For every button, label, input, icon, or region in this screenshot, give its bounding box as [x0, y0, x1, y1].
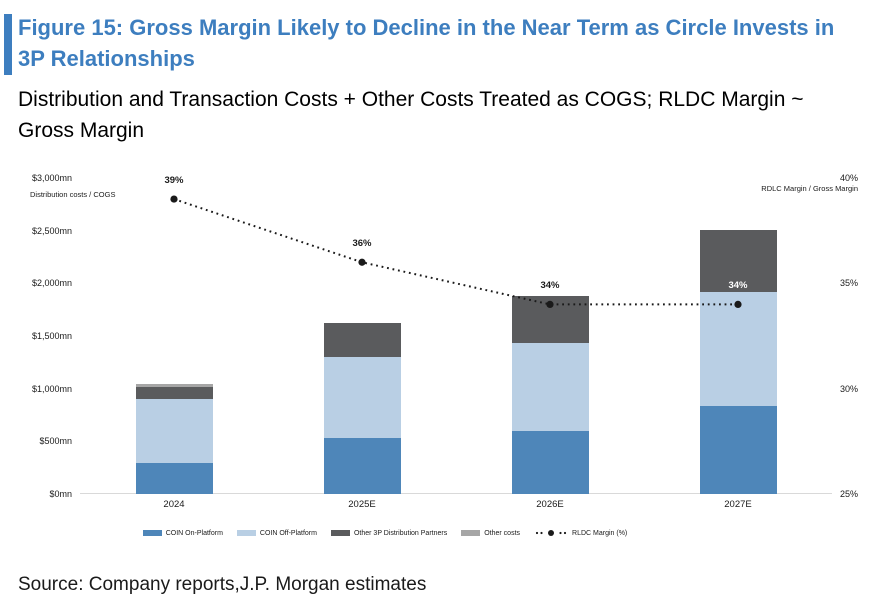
legend-label: RLDC Margin (%) — [572, 529, 628, 537]
bar-segment — [135, 399, 213, 464]
bar-segment — [511, 343, 589, 431]
legend-item: COIN On-Platform — [142, 529, 223, 537]
legend-label: Other 3P Distribution Partners — [353, 529, 448, 537]
bar-segment — [699, 405, 777, 494]
y-axis-tick-label: $1,000mn — [31, 383, 72, 394]
bar-segment — [323, 438, 401, 494]
legend-dotted-line-marker — [535, 530, 567, 536]
legend-swatch — [461, 530, 481, 536]
y-axis-tick-label: $2,000mn — [31, 278, 72, 289]
legend-label: Other costs — [484, 529, 521, 537]
bar-segment — [135, 386, 213, 400]
y-axis-tick-label: $500mn — [39, 436, 72, 447]
right-axis-tick-label: 25% — [839, 489, 858, 499]
rldc-point-marker — [170, 195, 178, 203]
legend-item: Other costs — [461, 530, 520, 537]
left-axis-caption: Distribution costs / COGS — [30, 190, 116, 199]
source-line: Source: Company reports,J.P. Morgan esti… — [18, 574, 427, 595]
rldc-point-marker — [358, 258, 366, 266]
legend-item: Other 3P Distribution Partners — [330, 529, 448, 537]
x-axis-tick-label: 2026E — [536, 499, 564, 510]
legend-swatch — [142, 530, 162, 536]
bar-segment — [323, 356, 401, 439]
right-axis-tick-label: 30% — [839, 383, 858, 394]
chart-legend: COIN On-Platform COIN Off-Platform Other 3… — [0, 529, 770, 537]
bar-segment — [511, 430, 589, 494]
x-axis-line — [80, 493, 832, 494]
legend-swatch — [330, 530, 350, 536]
legend-item: RLDC Margin (%) — [534, 529, 627, 537]
legend-label: COIN Off-Platform — [259, 529, 317, 537]
y-axis-tick-label: $2,500mn — [31, 225, 72, 236]
figure-title: Figure 15: Gross Margin Likely to Declin… — [18, 15, 835, 71]
right-axis-tick-label: 35% — [839, 278, 858, 289]
bar-segment — [323, 322, 401, 357]
x-axis-tick-label: 2024 — [163, 499, 185, 510]
figure-accent-bar — [4, 14, 12, 75]
bar-segment — [511, 295, 589, 344]
bar-segment — [135, 383, 213, 387]
rldc-data-label: 36% — [352, 238, 372, 250]
right-axis-caption: RDLC Margin / Gross Margin — [761, 184, 858, 193]
legend-swatch — [236, 530, 256, 536]
rldc-data-label: 39% — [164, 175, 184, 187]
y-axis-tick-label: $1,500mn — [31, 331, 72, 341]
x-axis-tick-label: 2027E — [724, 499, 752, 510]
right-axis-tick-label: 40% — [839, 173, 858, 183]
legend-label: COIN On-Platform — [165, 529, 223, 537]
bar-segment — [135, 463, 213, 494]
legend-item: COIN Off-Platform — [236, 529, 317, 537]
x-axis-tick-label: 2025E — [348, 499, 376, 510]
figure-subtitle: Distribution and Transaction Costs + Oth… — [18, 88, 804, 142]
rldc-data-label: 34% — [540, 280, 560, 292]
y-axis-tick-label: $0mn — [49, 489, 72, 499]
bar-segment — [699, 291, 777, 406]
y-axis-tick-label: $3,000mn — [31, 173, 72, 183]
rldc-data-label: 34% — [728, 280, 748, 292]
